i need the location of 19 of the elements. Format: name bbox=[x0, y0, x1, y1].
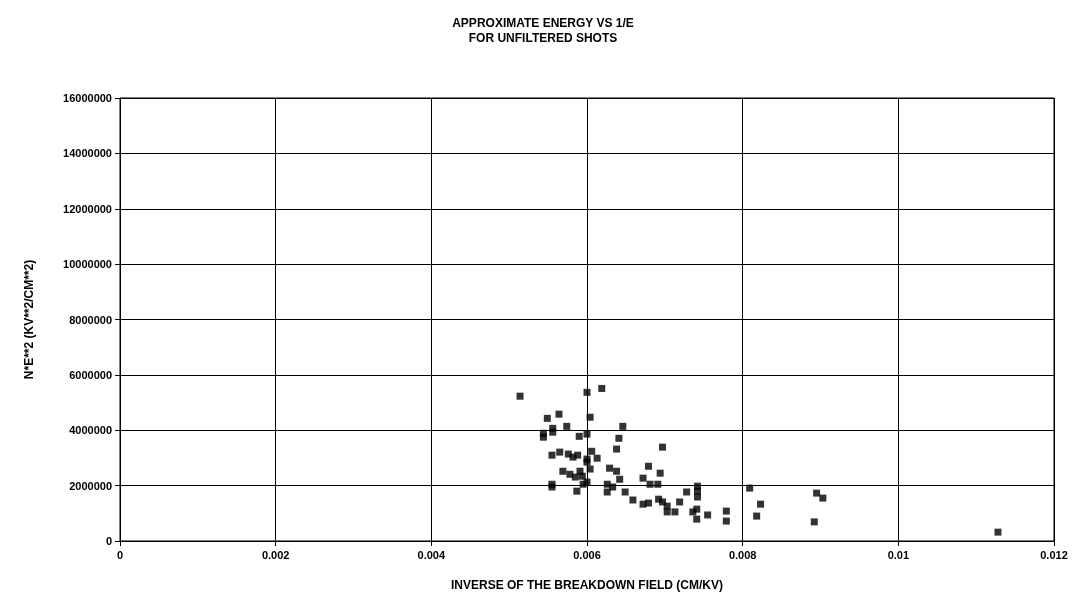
chart-title: APPROXIMATE ENERGY VS 1/E FOR UNFILTERED SHOTS bbox=[452, 15, 634, 45]
y-tick-label: 0 bbox=[105, 535, 112, 547]
x-axis-title: INVERSE OF THE BREAKDOWN FIELD (CM/KV) bbox=[451, 578, 723, 592]
y-axis-title: N*E**2 (KV**2/CM**2) bbox=[22, 259, 36, 380]
x-tick-label: 0.01 bbox=[887, 548, 910, 561]
y-tick-label: 6000000 bbox=[69, 368, 112, 381]
y-tick-label: 10000000 bbox=[63, 258, 112, 271]
y-tick-label: 12000000 bbox=[63, 202, 112, 215]
x-tick-label: 0.012 bbox=[1040, 548, 1068, 561]
x-tick-label: 0 bbox=[116, 548, 124, 561]
y-tick-label: 4000000 bbox=[69, 424, 112, 437]
y-tick-label: 8000000 bbox=[69, 313, 112, 326]
x-tick-label: 0.004 bbox=[417, 548, 446, 561]
x-tick-label: 0.006 bbox=[573, 548, 601, 561]
x-tick-label: 0.002 bbox=[261, 548, 290, 561]
y-tick-label: 16000000 bbox=[63, 92, 112, 104]
x-tick-label: 0.008 bbox=[728, 548, 757, 561]
y-tick-label: 14000000 bbox=[63, 147, 112, 160]
y-tick-label: 2000000 bbox=[69, 479, 112, 492]
